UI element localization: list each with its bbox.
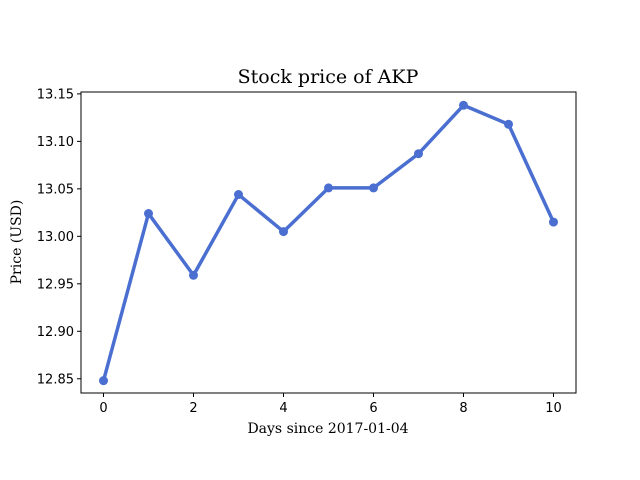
x-tick-label: 0 bbox=[99, 401, 107, 416]
x-tick-label: 2 bbox=[189, 401, 197, 416]
data-point bbox=[324, 183, 333, 193]
y-tick-label: 12.85 bbox=[37, 372, 74, 387]
y-tick-label: 13.00 bbox=[37, 230, 74, 245]
data-point bbox=[144, 209, 153, 219]
data-point bbox=[549, 217, 558, 227]
y-tick-label: 13.15 bbox=[37, 87, 74, 102]
y-tick-label: 13.05 bbox=[37, 182, 74, 197]
plot-background bbox=[81, 92, 576, 393]
data-point bbox=[234, 190, 243, 200]
x-tick-label: 8 bbox=[459, 401, 467, 416]
plot-frame bbox=[80, 91, 577, 394]
x-axis-label: Days since 2017-01-04 bbox=[247, 421, 408, 437]
data-point bbox=[504, 119, 513, 129]
y-tick-label: 12.95 bbox=[37, 277, 74, 292]
data-point bbox=[99, 376, 108, 386]
chart-title: Stock price of AKP bbox=[238, 66, 419, 88]
data-point bbox=[369, 183, 378, 193]
y-axis-ticks: 12.85 12.90 12.95 13.00 13.05 13.10 13.15 bbox=[37, 87, 81, 387]
x-axis-ticks: 0 2 4 6 8 10 bbox=[99, 393, 562, 416]
y-tick-label: 13.10 bbox=[37, 135, 74, 150]
data-point bbox=[279, 227, 288, 237]
x-tick-label: 4 bbox=[279, 401, 287, 416]
x-tick-label: 10 bbox=[545, 401, 562, 416]
data-point bbox=[459, 100, 468, 110]
data-point bbox=[414, 149, 423, 159]
y-axis-label: Price (USD) bbox=[9, 200, 25, 285]
y-tick-label: 12.90 bbox=[37, 325, 74, 340]
x-tick-label: 6 bbox=[369, 401, 377, 416]
data-point bbox=[189, 270, 198, 280]
series-layer bbox=[99, 100, 558, 386]
